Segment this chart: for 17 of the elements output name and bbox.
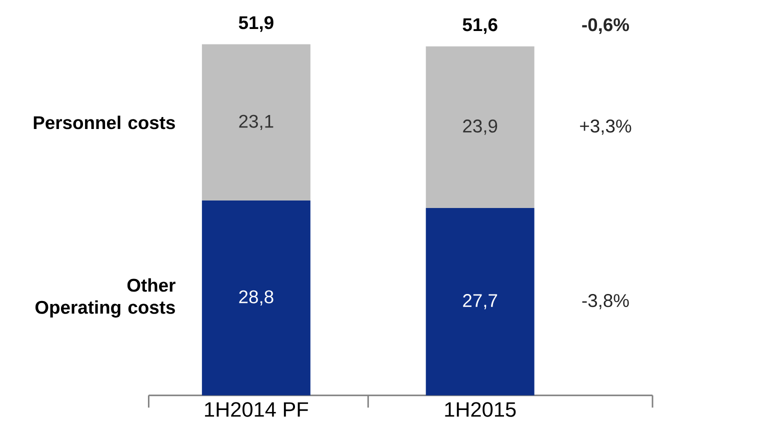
- data-label: 23,9: [463, 120, 498, 135]
- data-label: 27,7: [463, 294, 498, 310]
- data-label: 23,1: [239, 114, 274, 130]
- x-tick-label: 1H2015: [445, 402, 516, 417]
- text: -0,6%: [582, 18, 630, 34]
- total-label: 51,6: [462, 18, 498, 34]
- bar: [202, 200, 310, 396]
- x-tick-label: 1H2014 PF: [205, 402, 308, 417]
- total-label: 51,9: [238, 16, 274, 32]
- series-label: Personnel costs: [34, 116, 175, 130]
- bar: [426, 46, 534, 208]
- series-label: Other Operating costs: [35, 278, 176, 318]
- bar: [426, 208, 534, 396]
- annotation: +3,3%: [580, 120, 632, 135]
- annotation: -3,8%: [582, 294, 629, 310]
- data-label: 28,8: [239, 290, 274, 306]
- bar: [202, 44, 310, 201]
